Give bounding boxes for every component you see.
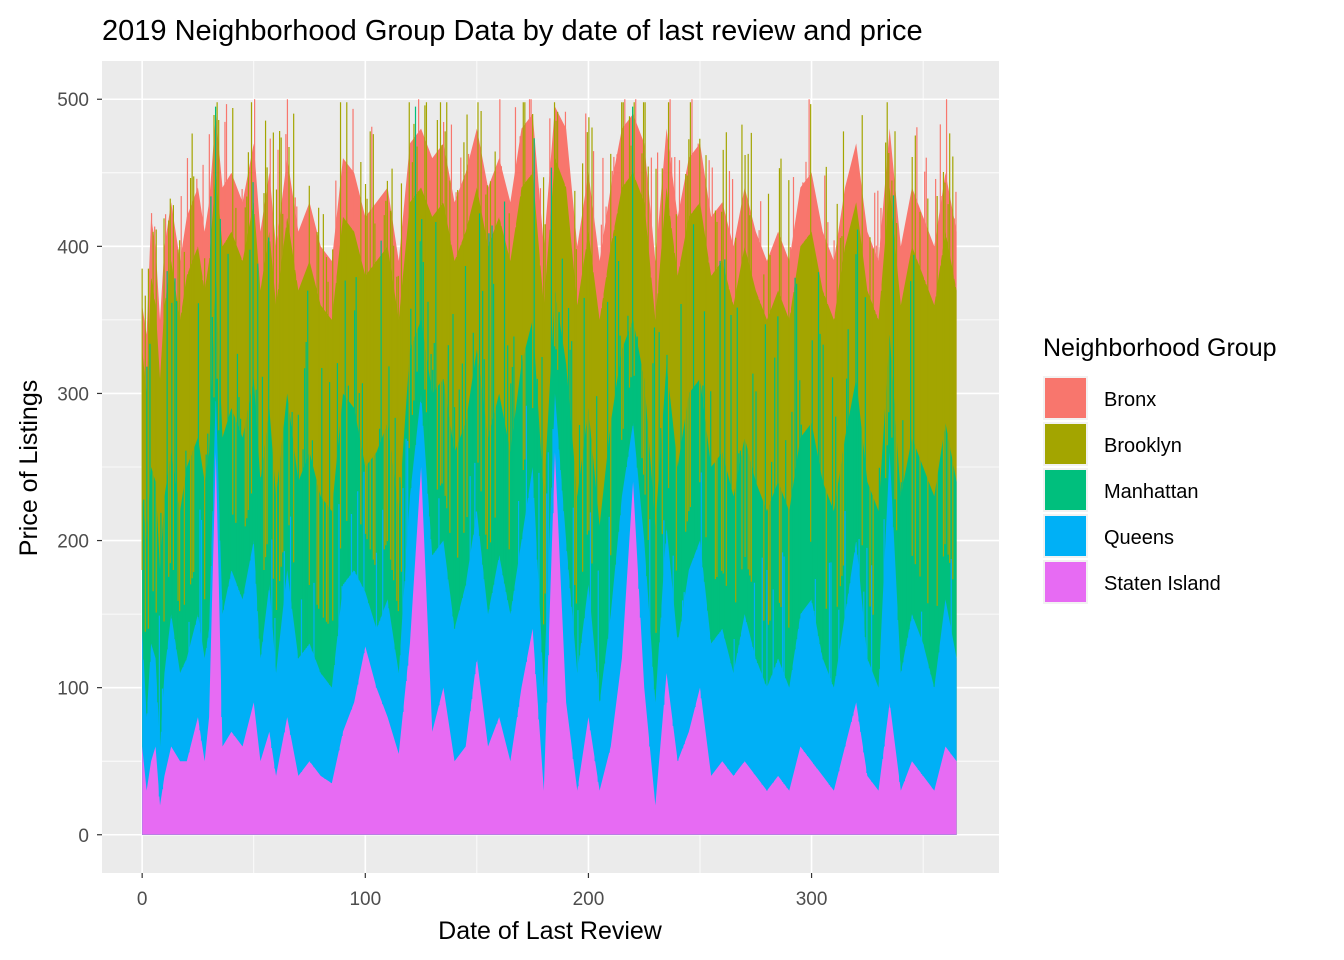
area-staten-island bbox=[142, 452, 957, 835]
y-axis: 0 100 200 300 400 500 bbox=[57, 90, 102, 847]
y-tick-label: 200 bbox=[57, 532, 89, 553]
legend-label: Manhattan bbox=[1104, 481, 1199, 503]
legend-swatch bbox=[1045, 424, 1086, 464]
x-tick-label: 300 bbox=[796, 889, 828, 910]
area-queens bbox=[142, 393, 957, 835]
legend-swatch bbox=[1045, 516, 1086, 556]
y-tick-label: 0 bbox=[78, 826, 89, 847]
y-tick-label: 100 bbox=[57, 679, 89, 700]
y-tick-label: 500 bbox=[57, 90, 89, 111]
chart-title: 2019 Neighborhood Group Data by date of … bbox=[102, 15, 923, 47]
x-tick-label: 200 bbox=[573, 889, 605, 910]
x-axis-title: Date of Last Review bbox=[438, 917, 663, 945]
legend: Neighborhood Group Bronx Brooklyn Manhatta… bbox=[1043, 334, 1277, 604]
y-tick-label: 400 bbox=[57, 237, 89, 258]
x-tick-label: 100 bbox=[349, 889, 381, 910]
legend-swatch bbox=[1045, 470, 1086, 510]
price-spikes bbox=[141, 99, 957, 797]
legend-items: Bronx Brooklyn Manhattan Queens Staten Islan… bbox=[1043, 376, 1221, 604]
legend-label: Staten Island bbox=[1104, 573, 1221, 595]
x-tick-label: 0 bbox=[137, 889, 148, 910]
y-tick-label: 300 bbox=[57, 384, 89, 405]
legend-label: Bronx bbox=[1104, 389, 1156, 411]
legend-swatch bbox=[1045, 562, 1086, 602]
legend-label: Brooklyn bbox=[1104, 435, 1182, 457]
x-axis: 0 100 200 300 bbox=[137, 873, 828, 910]
legend-swatch bbox=[1045, 378, 1086, 418]
y-axis-title: Price of Listings bbox=[15, 380, 43, 556]
legend-title: Neighborhood Group bbox=[1043, 334, 1277, 362]
legend-label: Queens bbox=[1104, 527, 1174, 549]
